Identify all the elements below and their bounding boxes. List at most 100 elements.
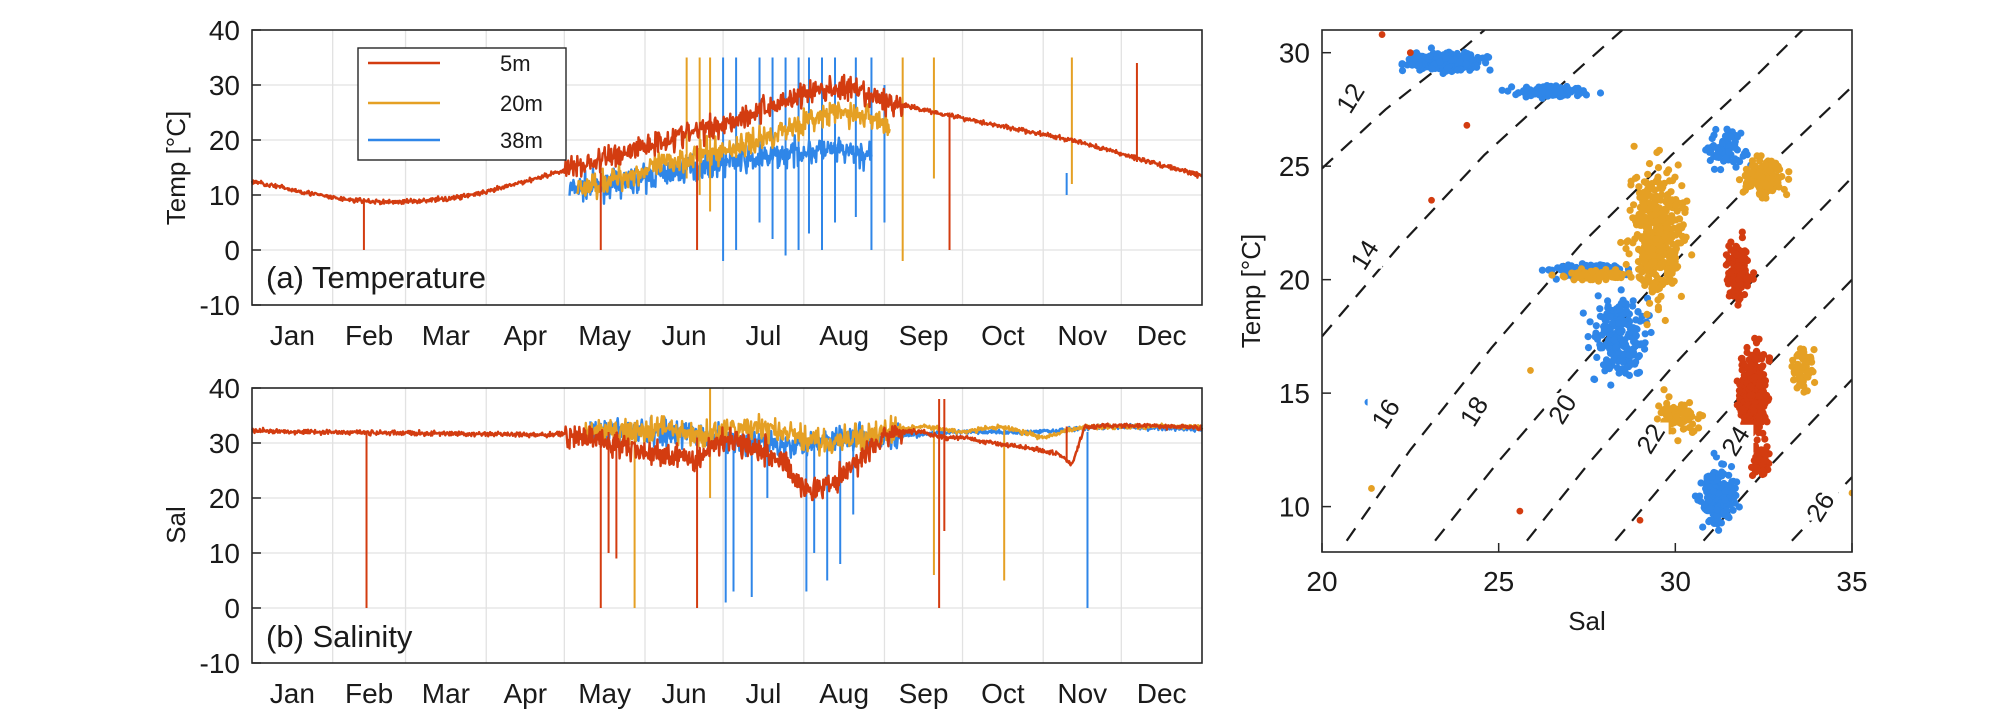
scatter-point-38m [1436,58,1444,66]
temp-month-label: Aug [819,320,869,351]
scatter-point-38m [1634,353,1642,361]
scatter-point-38m [1614,364,1622,372]
scatter-point-5m [1751,373,1759,381]
temperature-ticks: -10 0 10 20 30 40 Jan Feb Mar Apr May Jun Jul Aug Sep O… [200,15,1187,351]
salinity-ylabel: Sal [161,506,191,544]
scatter-point-38m [1713,506,1721,514]
scatter-point-38m [1710,165,1719,173]
scatter-point-20m [1658,185,1666,193]
scatter-point-38m [1619,358,1627,366]
scatter-point-20m [1635,183,1643,191]
scatter-point-38m [1573,87,1581,95]
scatter-point-38m [1584,344,1593,352]
scatter-point-20m [1663,169,1671,177]
sal-month-label: Sep [899,678,949,709]
scatter-point-20m [1688,428,1696,436]
legend-label-5m: 5m [500,51,531,76]
scatter-point-5m [1765,357,1773,365]
scatter-point-20m [1636,264,1645,272]
scatter-point-38m [1627,360,1635,368]
scatter-point-20m [1654,164,1663,172]
scatter-point-38m [1737,129,1745,137]
scatter-point-20m [1641,281,1649,289]
scatter-point-20m [1803,387,1811,395]
scatter-point-20m [1583,272,1591,280]
scatter-point-20m [1622,260,1630,269]
scatter-point-20m [1654,296,1662,304]
scatter-point-20m [1667,188,1675,196]
scatter-outlier [1527,367,1534,374]
scatter-point-20m [1672,201,1680,209]
scatter-point-38m [1604,304,1612,312]
ts-ylabel: Temp [°C] [1236,234,1266,348]
scatter-point-20m [1785,175,1793,183]
scatter-point-20m [1792,367,1800,375]
scatter-point-5m [1736,294,1744,303]
scatter-point-38m [1607,381,1615,389]
contour-label-bg [1455,395,1492,426]
scatter-point-20m [1664,267,1672,275]
scatter-point-20m [1625,250,1633,258]
scatter-point-38m [1647,328,1655,337]
scatter-point-38m [1606,313,1614,321]
density-contour-14 [1322,30,1624,338]
scatter-point-20m [1644,273,1652,281]
scatter-point-20m [1560,273,1568,281]
scatter-point-38m [1398,67,1407,75]
density-contour-12 [1322,30,1486,170]
scatter-point-20m [1677,292,1685,300]
scatter-point-5m [1750,407,1758,415]
scatter-point-38m [1729,506,1737,514]
scatter-point-5m [1738,366,1746,374]
temp-month-label: Dec [1137,320,1187,351]
scatter-point-38m [1629,324,1637,332]
scatter-point-20m [1747,182,1755,190]
scatter-point-38m [1712,453,1720,461]
scatter-point-20m [1790,376,1798,384]
temp-ytick-label: 30 [209,70,240,101]
scatter-point-20m [1638,235,1646,243]
scatter-point-38m [1632,332,1640,340]
scatter-point-38m [1554,264,1562,272]
scatter-outlier [1428,196,1435,204]
scatter-point-38m [1586,318,1594,326]
legend: 5m 20m 38m [357,47,567,161]
scatter-point-20m [1643,321,1651,329]
scatter-point-38m [1415,52,1423,60]
scatter-point-20m [1766,167,1774,175]
scatter-point-38m [1551,87,1559,95]
density-contour-18 [1434,85,1852,542]
scatter-point-20m [1754,171,1762,179]
density-contour-26 [1791,476,1852,542]
scatter-point-38m [1592,322,1600,330]
scatter-point-20m [1810,346,1818,354]
scatter-point-20m [1648,193,1656,201]
scatter-point-20m [1630,201,1638,209]
scatter-point-5m [1758,363,1766,371]
scatter-point-20m [1679,221,1687,229]
scatter-point-5m [1755,413,1763,421]
density-contour-16 [1345,30,1804,542]
scatter-point-20m [1757,152,1765,160]
scatter-point-20m [1629,214,1637,222]
density-contour-20 [1526,176,1852,542]
scatter-outlier [1463,121,1471,129]
scatter-point-20m [1668,420,1676,428]
sal-ytick-label: 30 [209,428,240,459]
scatter-point-20m [1644,170,1652,178]
scatter-point-20m [1783,191,1791,199]
scatter-point-38m [1596,312,1604,320]
scatter-point-20m [1684,416,1693,424]
scatter-point-5m [1761,435,1769,443]
scatter-point-20m [1669,427,1677,435]
contour-label-bg [1367,397,1404,428]
scatter-point-20m [1789,356,1797,364]
sal-ytick-label: 0 [224,593,240,624]
scatter-point-5m [1733,401,1741,409]
scatter-point-38m [1722,154,1730,162]
scatter-point-5m [1752,347,1761,355]
sal-ytick-label: 10 [209,538,240,569]
scatter-outlier [1378,31,1386,38]
scatter-point-38m [1727,463,1736,471]
scatter-point-5m [1737,407,1745,416]
